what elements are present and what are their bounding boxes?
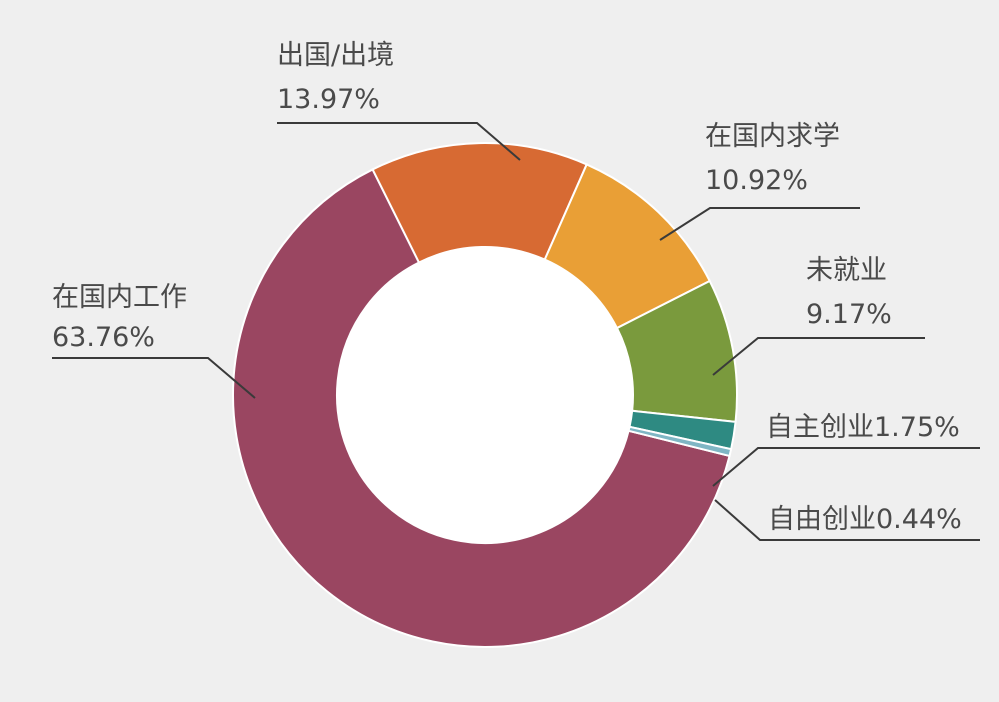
label-abroad-name: 出国/出境 bbox=[277, 40, 394, 71]
slices bbox=[232, 142, 738, 648]
label-abroad-value: 13.97% bbox=[277, 84, 380, 115]
leader-line-domestic-study bbox=[659, 207, 860, 241]
label-unemployed-value: 9.17% bbox=[806, 299, 892, 330]
leader-line-self-startup bbox=[712, 447, 980, 487]
label-freelance-startup-value: 0.44% bbox=[876, 504, 962, 535]
leader-line-domestic-work bbox=[52, 357, 256, 399]
label-domestic-study-name: 在国内求学 bbox=[705, 121, 840, 152]
label-self-startup-name: 自主创业 bbox=[766, 412, 874, 443]
label-freelance-startup-name: 自由创业 bbox=[768, 504, 876, 535]
leader-line-unemployed bbox=[712, 337, 925, 376]
label-domestic-work-value: 63.76% bbox=[52, 322, 155, 353]
label-domestic-study-value: 10.92% bbox=[705, 165, 808, 196]
label-domestic-work-name: 在国内工作 bbox=[52, 282, 187, 313]
leader-line-freelance-startup bbox=[714, 499, 980, 541]
label-freelance-startup: 自由创业0.44% bbox=[768, 504, 962, 535]
leader-line-abroad bbox=[277, 122, 521, 161]
donut-hole bbox=[337, 247, 633, 543]
label-self-startup-value: 1.75% bbox=[874, 412, 960, 443]
label-unemployed-name: 未就业 bbox=[806, 255, 887, 286]
label-self-startup: 自主创业1.75% bbox=[766, 412, 960, 443]
